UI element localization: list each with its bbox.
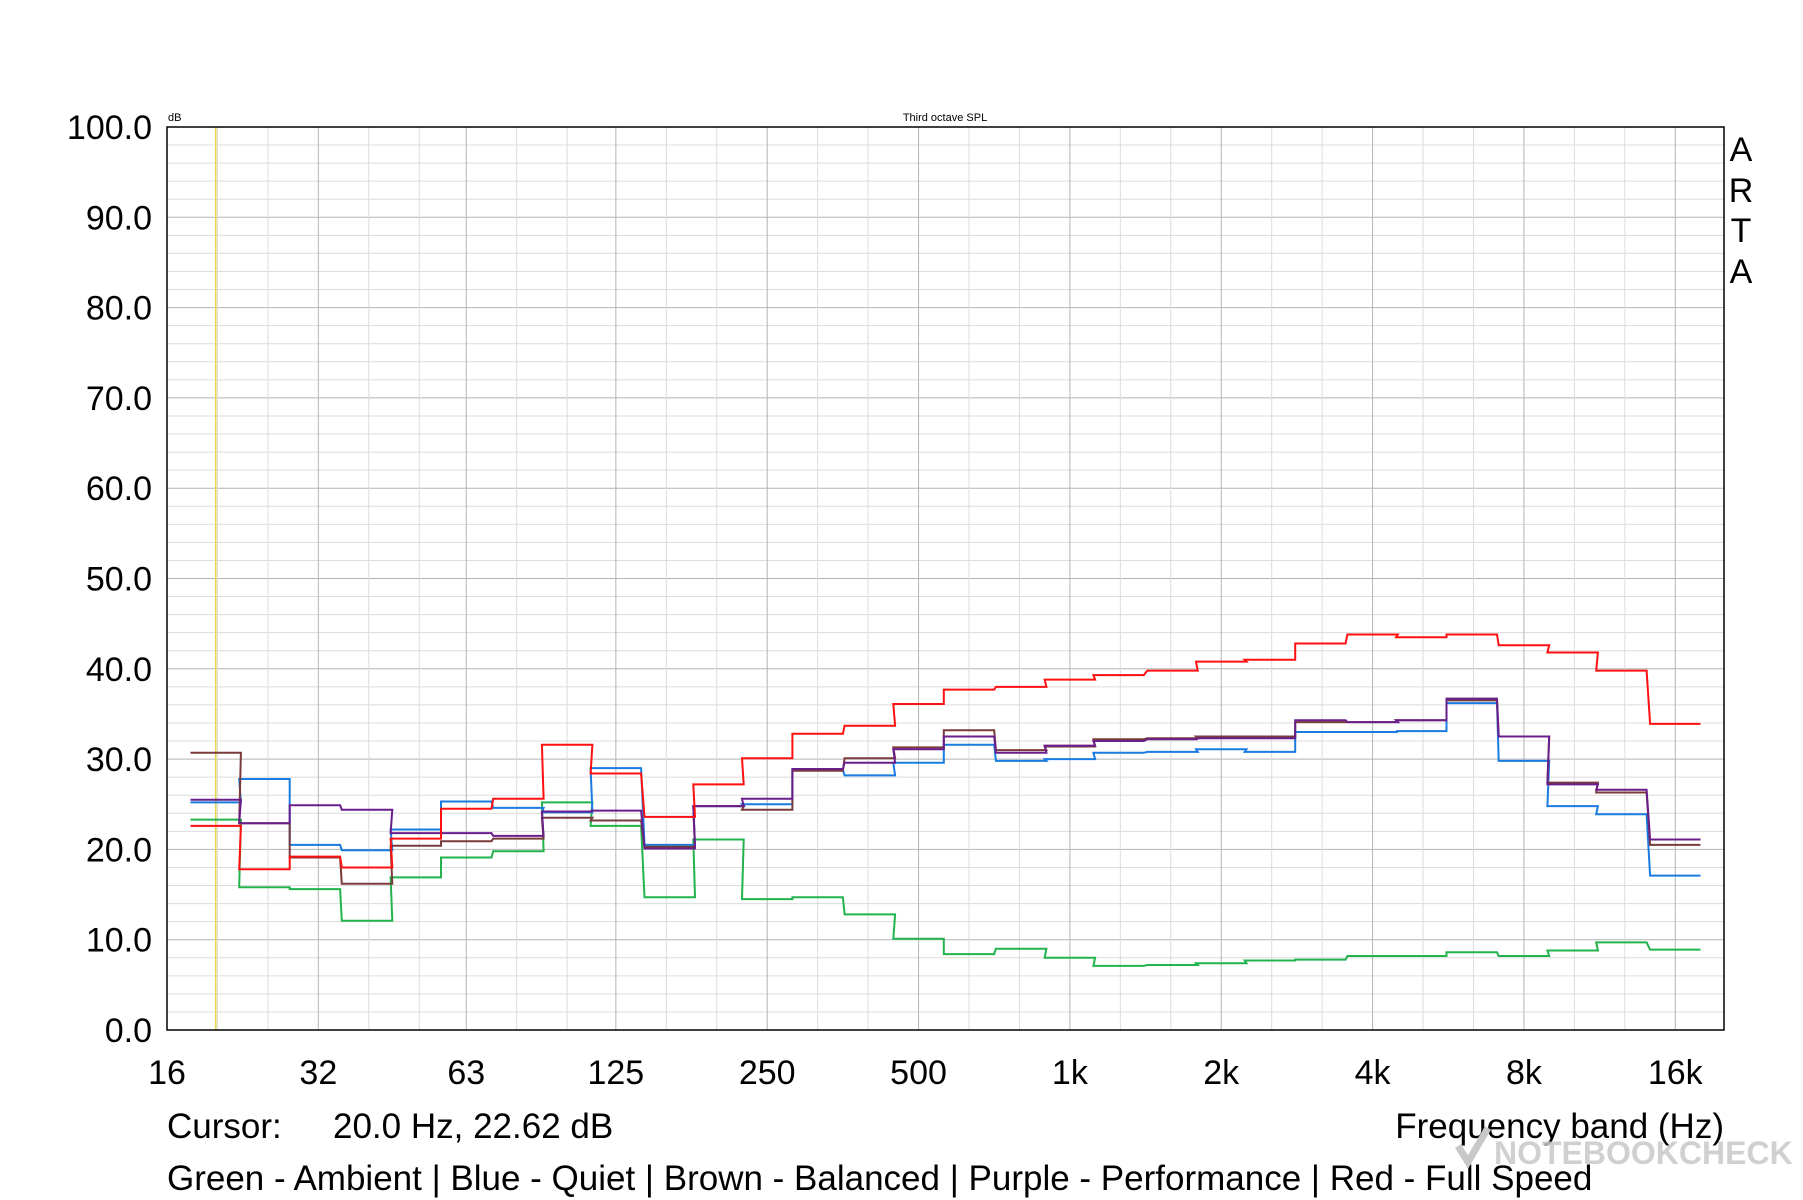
y-tick-labels: 0.0 10.0 20.0 30.0 40.0 50.0 60.0 70.0 80.0 90.0 1… <box>67 109 152 1050</box>
x-tick-label: 63 <box>447 1054 485 1092</box>
series-line-red <box>190 633 1701 871</box>
notebookcheck-watermark: NOTEBOOKCHECK <box>1455 1126 1793 1171</box>
y-tick-label: 70.0 <box>86 380 152 418</box>
y-tick-label: 80.0 <box>86 290 152 328</box>
x-tick-label: 16k <box>1648 1054 1704 1092</box>
y-tick-label: 10.0 <box>86 922 152 960</box>
checkmark-icon <box>1455 1126 1492 1169</box>
x-tick-label: 1k <box>1052 1054 1089 1092</box>
x-axis-label: Frequency band (Hz) <box>1395 1107 1724 1146</box>
x-tick-label: 8k <box>1506 1054 1543 1092</box>
arta-brand: A R T A <box>1729 131 1754 291</box>
legend-text: Green - Ambient | Blue - Quiet | Brown -… <box>167 1159 1592 1198</box>
y-tick-label: 100.0 <box>67 109 152 147</box>
y-tick-label: 90.0 <box>86 199 152 237</box>
x-tick-label: 250 <box>739 1054 796 1092</box>
brand-letter-t: T <box>1731 212 1752 250</box>
x-tick-label: 500 <box>890 1054 947 1092</box>
y-tick-label: 30.0 <box>86 741 152 779</box>
brand-letter-a2: A <box>1730 253 1753 291</box>
y-tick-label: 50.0 <box>86 561 152 599</box>
chart-title: Third octave SPL <box>903 112 987 124</box>
x-tick-label: 2k <box>1203 1054 1240 1092</box>
cursor-readout: 20.0 Hz, 22.62 dB <box>333 1107 613 1146</box>
brand-letter-r: R <box>1729 172 1754 210</box>
series-line-green <box>190 801 1701 967</box>
y-tick-label: 0.0 <box>105 1012 152 1050</box>
x-tick-labels: 16 32 63 125 250 500 1k 2k 4k 8k 16k <box>148 1054 1704 1092</box>
brand-letter-a1: A <box>1730 131 1753 169</box>
watermark-text: NOTEBOOKCHECK <box>1494 1135 1793 1171</box>
series-layer <box>190 633 1701 967</box>
x-tick-label: 4k <box>1355 1054 1392 1092</box>
y-tick-label: 20.0 <box>86 831 152 869</box>
x-tick-label: 125 <box>587 1054 644 1092</box>
plot-frame <box>166 126 1725 1031</box>
x-tick-label: 16 <box>148 1054 186 1092</box>
series-line-purple <box>190 697 1701 850</box>
cursor-label: Cursor: <box>167 1107 282 1146</box>
y-tick-label: 40.0 <box>86 651 152 689</box>
x-tick-label: 32 <box>299 1054 337 1092</box>
grid <box>166 126 1724 1031</box>
y-unit-label: dB <box>168 112 181 124</box>
series-line-blue <box>190 702 1701 877</box>
y-tick-label: 60.0 <box>86 470 152 508</box>
series-line-brown <box>190 699 1701 885</box>
